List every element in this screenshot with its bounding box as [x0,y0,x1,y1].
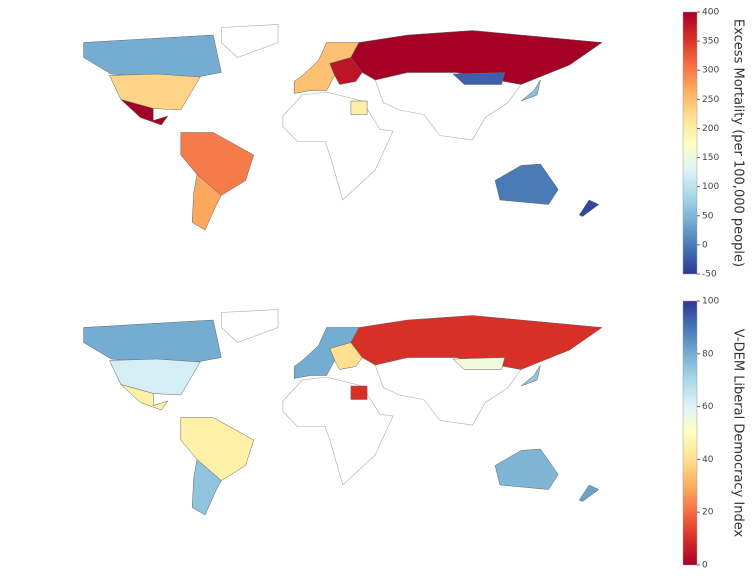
colorbar-tick-label: 200 [702,124,719,134]
colorbar-tick-label: 100 [702,182,719,192]
colorbar-tick-label: 150 [702,153,719,163]
map [83,309,603,516]
country [191,174,222,231]
country-no-data [221,309,279,343]
colorbar-tick-label: 0 [702,561,708,571]
country-no-data [282,376,394,486]
colorbar-title: V-DEM Liberal Democracy Index [731,329,746,538]
colorbar-tick-label: -50 [702,270,717,280]
colorbar-tick-label: 400 [702,8,719,18]
country [350,100,368,115]
colorbar-title: Excess Mortality (per 100,000 people) [731,19,746,267]
colorbar-tick-label: 0 [702,240,708,250]
country [494,163,559,205]
country [83,34,222,81]
colorbar [682,300,698,566]
country [120,99,169,126]
country [191,459,222,516]
colorbar-tick-label: 50 [702,211,714,221]
country [520,364,541,387]
country [578,199,600,217]
colorbar-tick-label: 40 [702,455,714,465]
country [350,385,368,400]
colorbar-tick-label: 100 [702,297,719,307]
country [494,448,559,490]
map [83,24,603,231]
country [180,132,255,196]
country [83,319,222,366]
country-no-data [282,91,394,201]
colorbar-tick-label: 60 [702,402,714,412]
colorbar-tick-label: 20 [702,508,714,518]
colorbar [682,11,698,275]
colorbar-tick-label: 300 [702,66,719,76]
colorbar-tick-label: 350 [702,37,719,47]
country-no-data [221,24,279,58]
country [520,79,541,102]
colorbar-tick-label: 80 [702,349,714,359]
country [109,358,201,396]
country [452,72,506,85]
country [109,73,201,111]
colorbar-tick-label: 250 [702,95,719,105]
country [452,357,506,370]
country [180,417,255,481]
country [578,484,600,502]
country [120,384,169,411]
